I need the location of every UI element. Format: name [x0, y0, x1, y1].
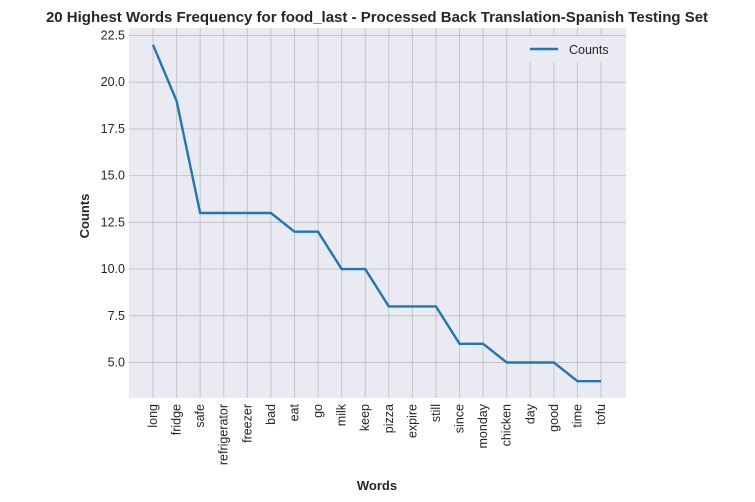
- y-tick-label: 12.5: [101, 215, 125, 229]
- y-axis-ticks: 5.0 7.5 10.0 12.5 15.0 17.5 20.0 22.5: [101, 28, 125, 369]
- series-line-counts: [151, 44, 602, 383]
- x-tick-label: long: [146, 404, 160, 428]
- x-tick-label: milk: [335, 403, 349, 426]
- x-tick-label: chicken: [500, 404, 514, 446]
- x-tick-label: time: [570, 404, 584, 428]
- x-axis-label: Words: [357, 478, 397, 493]
- y-tick-label: 22.5: [101, 28, 125, 42]
- x-tick-label: good: [547, 404, 561, 432]
- x-tick-label: fridge: [170, 404, 184, 435]
- y-tick-label: 5.0: [108, 355, 125, 369]
- y-tick-label: 7.5: [108, 309, 125, 323]
- x-tick-label: day: [523, 403, 537, 424]
- x-tick-label: still: [429, 404, 443, 422]
- x-tick-label: safe: [193, 404, 207, 428]
- x-tick-label: tofu: [594, 404, 608, 425]
- x-tick-label: pizza: [382, 404, 396, 433]
- x-tick-label: eat: [287, 403, 301, 421]
- x-tick-label: monday: [476, 403, 490, 448]
- legend: Counts: [521, 36, 619, 62]
- x-tick-label: bad: [264, 404, 278, 425]
- chart-title: 20 Highest Words Frequency for food_last…: [46, 9, 708, 26]
- x-tick-label: keep: [358, 404, 372, 431]
- x-tick-label: since: [453, 404, 467, 433]
- y-axis-label: Counts: [77, 194, 92, 239]
- legend-label-counts: Counts: [569, 43, 609, 57]
- x-tick-label: refrigerator: [217, 404, 231, 465]
- x-axis-ticks: long fridge safe refrigerator freezer bad eat g…: [146, 403, 608, 465]
- x-tick-label: expire: [405, 404, 419, 438]
- x-tick-label: go: [311, 404, 325, 418]
- x-tick-label: freezer: [240, 404, 254, 443]
- y-tick-label: 17.5: [101, 122, 125, 136]
- y-tick-label: 15.0: [101, 169, 125, 183]
- y-tick-label: 10.0: [101, 262, 125, 276]
- y-tick-label: 20.0: [101, 75, 125, 89]
